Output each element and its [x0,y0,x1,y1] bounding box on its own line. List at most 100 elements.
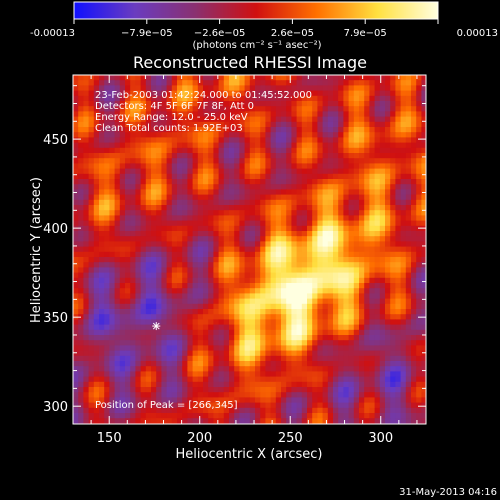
heatmap-cell [343,371,349,377]
heatmap-cell [281,137,287,143]
heatmap-cell [171,179,178,185]
heatmap-cell [156,402,162,409]
heatmap-cell [203,106,209,112]
heatmap-cell [255,345,261,351]
heatmap-cell [379,350,386,357]
heatmap-cell [275,163,282,169]
heatmap-cell [317,376,323,383]
heatmap-cell [177,106,183,112]
heatmap-cell [270,194,277,201]
heatmap-cell [119,147,126,154]
heatmap-cell [275,257,282,263]
heatmap-cell [83,246,89,253]
heatmap-cell [130,173,136,180]
heatmap-cell [177,314,183,320]
heatmap-cell [208,329,214,336]
heatmap-cell [307,137,313,143]
heatmap-cell [234,376,240,383]
heatmap-cell [223,137,230,143]
heatmap-cell [286,215,292,221]
heatmap-cell [213,80,219,86]
heatmap-cell [239,220,245,227]
heatmap-cell [369,194,375,201]
heatmap-cell [151,225,157,232]
heatmap-cell [395,376,401,383]
heatmap-cell [322,361,329,367]
heatmap-cell [125,350,131,357]
heatmap-cell [400,345,407,351]
heatmap-cell [171,267,178,273]
heatmap-cell [223,111,230,117]
heatmap-cell [390,80,396,86]
heatmap-cell [385,293,391,299]
heatmap-cell [400,355,407,362]
heatmap-cell [223,298,230,305]
heatmap-cell [203,303,209,310]
heatmap-cell [130,246,136,253]
heatmap-cell [343,272,349,279]
heatmap-cell [130,303,136,310]
heatmap-cell [301,355,308,362]
heatmap-cell [229,137,235,143]
heatmap-cell [213,293,219,299]
heatmap-cell [379,210,386,216]
heatmap-cell [265,402,271,409]
heatmap-cell [385,111,391,117]
heatmap-cell [312,179,318,185]
heatmap-cell [405,361,412,367]
heatmap-cell [73,293,79,299]
heatmap-cell [192,163,199,169]
heatmap-cell [197,246,204,253]
heatmap-cell [260,413,266,419]
heatmap-cell [348,210,355,216]
heatmap-cell [255,418,261,424]
heatmap-cell [260,319,266,325]
heatmap-cell [338,350,344,357]
heatmap-cell [411,413,417,419]
heatmap-cell [286,387,292,393]
heatmap-cell [260,267,266,273]
heatmap-cell [229,142,235,149]
heatmap-cell [353,329,360,336]
heatmap-cell [333,205,339,211]
heatmap-cell [83,173,89,180]
heatmap-cell [421,340,426,346]
heatmap-cell [416,236,422,242]
heatmap-cell [156,132,162,138]
heatmap-cell [327,147,334,154]
heatmap-cell [390,267,396,273]
heatmap-cell [364,85,370,91]
heatmap-cell [218,111,225,117]
heatmap-cell [73,407,79,414]
heatmap-cell [322,231,329,237]
heatmap-cell [390,163,396,169]
heatmap-cell [73,402,79,409]
heatmap-cell [218,283,225,289]
heatmap-cell [296,267,303,273]
heatmap-cell [83,241,89,247]
heatmap-cell [379,95,386,102]
heatmap-cell [244,142,251,149]
heatmap-cell [364,246,370,253]
heatmap-cell [307,236,313,242]
heatmap-cell [270,220,277,227]
heatmap-cell [275,199,282,206]
heatmap-cell [379,90,386,97]
heatmap-cell [218,350,225,357]
heatmap-cell [161,335,167,341]
heatmap-cell [104,101,110,107]
heatmap-cell [151,173,157,180]
heatmap-cell [244,137,251,143]
heatmap-cell [411,121,417,128]
heatmap-cell [156,303,162,310]
heatmap-cell [151,241,157,247]
heatmap-cell [385,314,391,320]
heatmap-cell [156,335,162,341]
heatmap-cell [405,345,412,351]
heatmap-cell [364,168,370,175]
colorbar-unit-label: (photons cm⁻² s⁻¹ asec⁻²) [192,40,321,51]
heatmap-cell [333,381,339,388]
heatmap-cell [93,257,100,263]
heatmap-cell [208,199,214,206]
heatmap-cell [281,402,287,409]
